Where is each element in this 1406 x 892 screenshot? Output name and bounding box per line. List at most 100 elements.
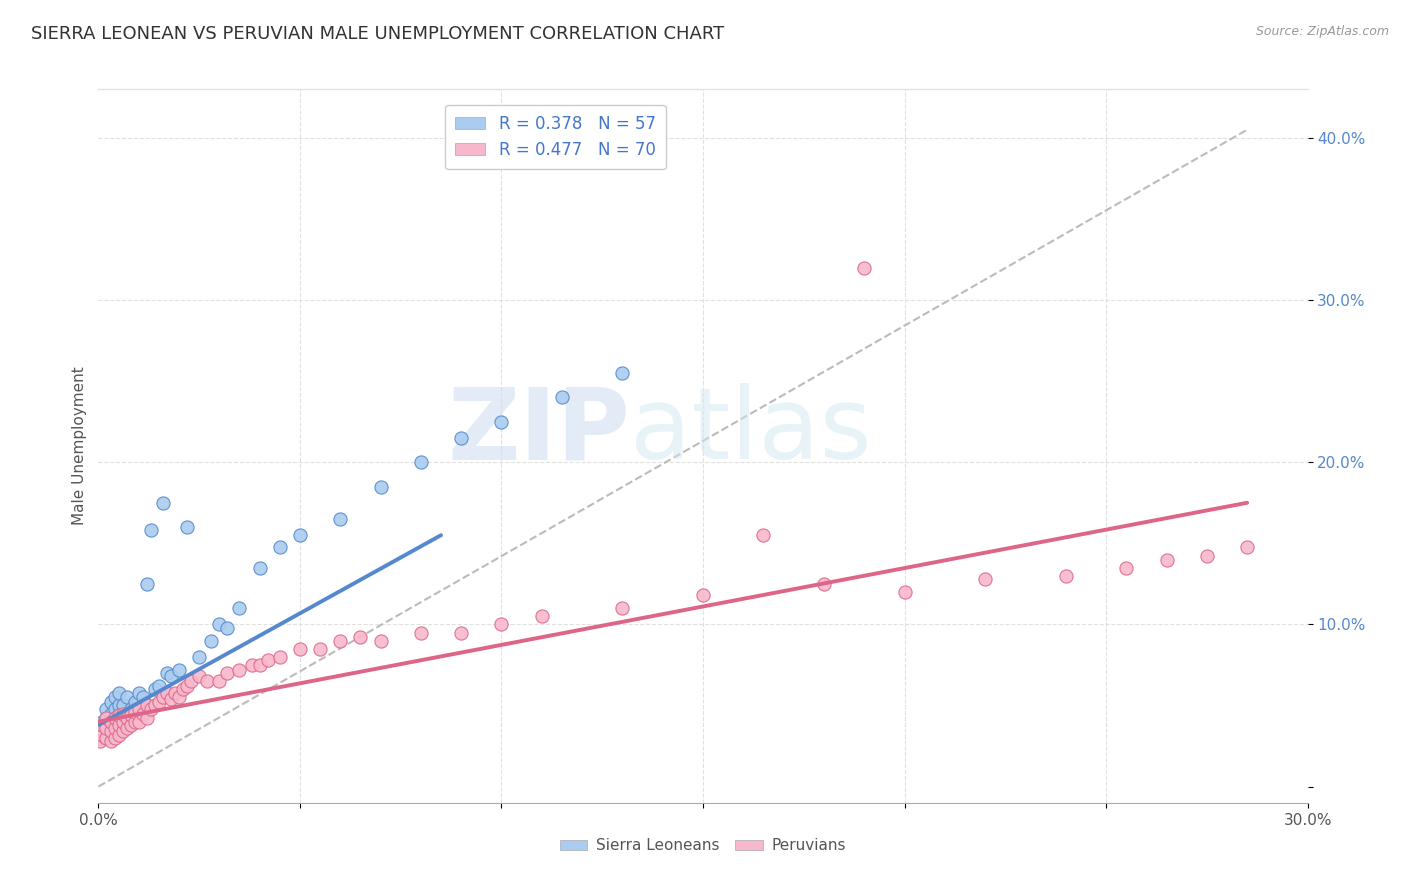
Point bbox=[143, 698, 166, 713]
Point bbox=[107, 718, 129, 732]
Point bbox=[132, 706, 155, 721]
Point bbox=[135, 698, 157, 713]
Point bbox=[288, 528, 311, 542]
Point bbox=[176, 679, 198, 693]
Point bbox=[249, 657, 271, 672]
Point bbox=[152, 690, 174, 705]
Point bbox=[103, 690, 125, 705]
Point bbox=[329, 633, 352, 648]
Point bbox=[269, 649, 291, 664]
Y-axis label: Male Unemployment: Male Unemployment bbox=[72, 367, 87, 525]
Point bbox=[329, 512, 352, 526]
Point bbox=[111, 718, 134, 732]
Point bbox=[128, 702, 150, 716]
Point bbox=[91, 728, 114, 742]
Point bbox=[228, 663, 250, 677]
Point bbox=[124, 714, 146, 729]
Point bbox=[128, 685, 150, 699]
Legend: Sierra Leoneans, Peruvians: Sierra Leoneans, Peruvians bbox=[554, 832, 852, 859]
Point bbox=[100, 718, 122, 732]
Point bbox=[96, 718, 118, 732]
Point bbox=[120, 718, 142, 732]
Point bbox=[249, 560, 271, 574]
Point bbox=[103, 721, 125, 735]
Point bbox=[409, 455, 432, 469]
Point bbox=[91, 723, 114, 737]
Point bbox=[139, 524, 162, 538]
Point bbox=[188, 669, 211, 683]
Point bbox=[103, 711, 125, 725]
Point bbox=[103, 711, 125, 725]
Point bbox=[530, 609, 553, 624]
Point bbox=[111, 711, 134, 725]
Point bbox=[813, 577, 835, 591]
Point bbox=[240, 657, 263, 672]
Point bbox=[143, 682, 166, 697]
Point bbox=[91, 718, 114, 732]
Point bbox=[167, 663, 190, 677]
Point bbox=[853, 260, 876, 275]
Point bbox=[288, 641, 311, 656]
Point bbox=[228, 601, 250, 615]
Point bbox=[111, 714, 134, 729]
Point bbox=[120, 702, 142, 716]
Point bbox=[111, 706, 134, 721]
Point bbox=[217, 666, 239, 681]
Point bbox=[107, 714, 129, 729]
Point bbox=[103, 718, 125, 732]
Point bbox=[156, 666, 179, 681]
Point bbox=[139, 702, 162, 716]
Point bbox=[115, 706, 138, 721]
Point bbox=[132, 690, 155, 705]
Point bbox=[1156, 552, 1178, 566]
Point bbox=[115, 721, 138, 735]
Point bbox=[103, 726, 125, 740]
Point bbox=[100, 714, 122, 729]
Point bbox=[163, 685, 186, 699]
Point bbox=[409, 625, 432, 640]
Point bbox=[176, 520, 198, 534]
Point bbox=[111, 724, 134, 739]
Point bbox=[100, 724, 122, 739]
Point bbox=[893, 585, 915, 599]
Point bbox=[103, 702, 125, 716]
Point bbox=[612, 366, 634, 380]
Point bbox=[135, 711, 157, 725]
Point bbox=[160, 692, 183, 706]
Point bbox=[692, 588, 714, 602]
Point bbox=[370, 479, 392, 493]
Point bbox=[128, 714, 150, 729]
Point bbox=[491, 415, 513, 429]
Point bbox=[89, 731, 111, 745]
Point bbox=[309, 641, 332, 656]
Point bbox=[124, 695, 146, 709]
Point bbox=[120, 708, 142, 723]
Point bbox=[107, 708, 129, 723]
Point bbox=[200, 633, 222, 648]
Point bbox=[349, 631, 371, 645]
Point bbox=[115, 690, 138, 705]
Point bbox=[172, 682, 194, 697]
Point bbox=[1054, 568, 1077, 582]
Point bbox=[450, 625, 472, 640]
Point bbox=[96, 721, 118, 735]
Point bbox=[148, 695, 170, 709]
Text: ZIP: ZIP bbox=[447, 384, 630, 480]
Point bbox=[974, 572, 997, 586]
Point bbox=[128, 702, 150, 716]
Point bbox=[217, 621, 239, 635]
Point bbox=[96, 702, 118, 716]
Point bbox=[103, 731, 125, 745]
Point bbox=[491, 617, 513, 632]
Point bbox=[551, 390, 574, 404]
Point bbox=[100, 695, 122, 709]
Point bbox=[107, 698, 129, 713]
Point bbox=[752, 528, 775, 542]
Point bbox=[107, 685, 129, 699]
Point bbox=[115, 711, 138, 725]
Point bbox=[1236, 540, 1258, 554]
Point bbox=[124, 706, 146, 721]
Point bbox=[96, 711, 118, 725]
Point bbox=[450, 431, 472, 445]
Point bbox=[612, 601, 634, 615]
